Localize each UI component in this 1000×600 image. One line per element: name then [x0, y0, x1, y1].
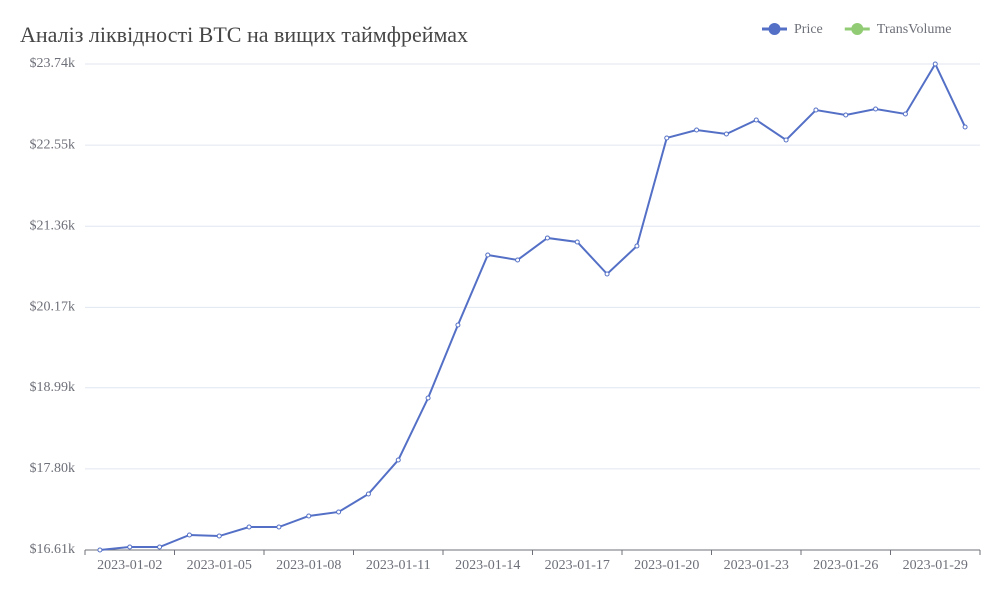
point: [843, 112, 849, 118]
x-tick-label: 2023-01-17: [545, 558, 610, 573]
x-tick-label: 2023-01-29: [903, 558, 968, 573]
x-tick-label: 2023-01-05: [187, 558, 252, 573]
point: [902, 111, 908, 117]
y-tick-label: $16.61k: [30, 542, 76, 557]
point: [664, 135, 670, 141]
point: [753, 117, 759, 123]
legend-icon: [851, 23, 864, 35]
price-line: [99, 61, 966, 551]
point: [395, 457, 401, 463]
point: [694, 127, 700, 133]
y-tick-label: $23.74k: [30, 56, 76, 71]
point: [932, 61, 938, 67]
point: [276, 524, 282, 530]
point: [97, 547, 103, 553]
x-tick-label: 2023-01-11: [366, 558, 431, 573]
point: [127, 544, 133, 550]
point: [157, 544, 163, 550]
x-tick-label: 2023-01-08: [276, 558, 341, 573]
x-tick-label: 2023-01-02: [97, 558, 162, 573]
point: [574, 239, 580, 245]
x-tick-label: 2023-01-14: [455, 558, 520, 573]
y-tick-label: $20.17k: [30, 300, 76, 315]
point: [873, 106, 879, 112]
legend-label: Price: [794, 22, 823, 37]
point: [485, 252, 491, 258]
point: [604, 271, 610, 277]
point: [813, 107, 819, 113]
y-tick-label: $18.99k: [30, 380, 76, 395]
legend-icon: [768, 23, 781, 35]
point: [246, 524, 252, 530]
x-tick-label: 2023-01-26: [813, 558, 878, 573]
y-tick-label: $22.55k: [30, 137, 76, 152]
point: [634, 243, 640, 249]
point: [425, 395, 431, 401]
point: [544, 235, 550, 241]
chart-title: Аналіз ліквідності BTC на вищих таймфрей…: [20, 22, 468, 47]
point: [336, 509, 342, 515]
y-tick-label: $17.80k: [30, 461, 76, 476]
point: [186, 532, 192, 538]
point: [365, 491, 371, 497]
x-tick-label: 2023-01-23: [724, 558, 789, 573]
point: [455, 322, 461, 328]
legend-label: TransVolume: [877, 22, 952, 37]
point: [306, 513, 312, 519]
y-tick-label: $21.36k: [30, 218, 76, 233]
point: [723, 131, 729, 137]
point: [216, 533, 222, 539]
point: [962, 124, 968, 130]
point: [515, 257, 521, 263]
point: [783, 137, 789, 143]
x-tick-label: 2023-01-20: [634, 558, 699, 573]
